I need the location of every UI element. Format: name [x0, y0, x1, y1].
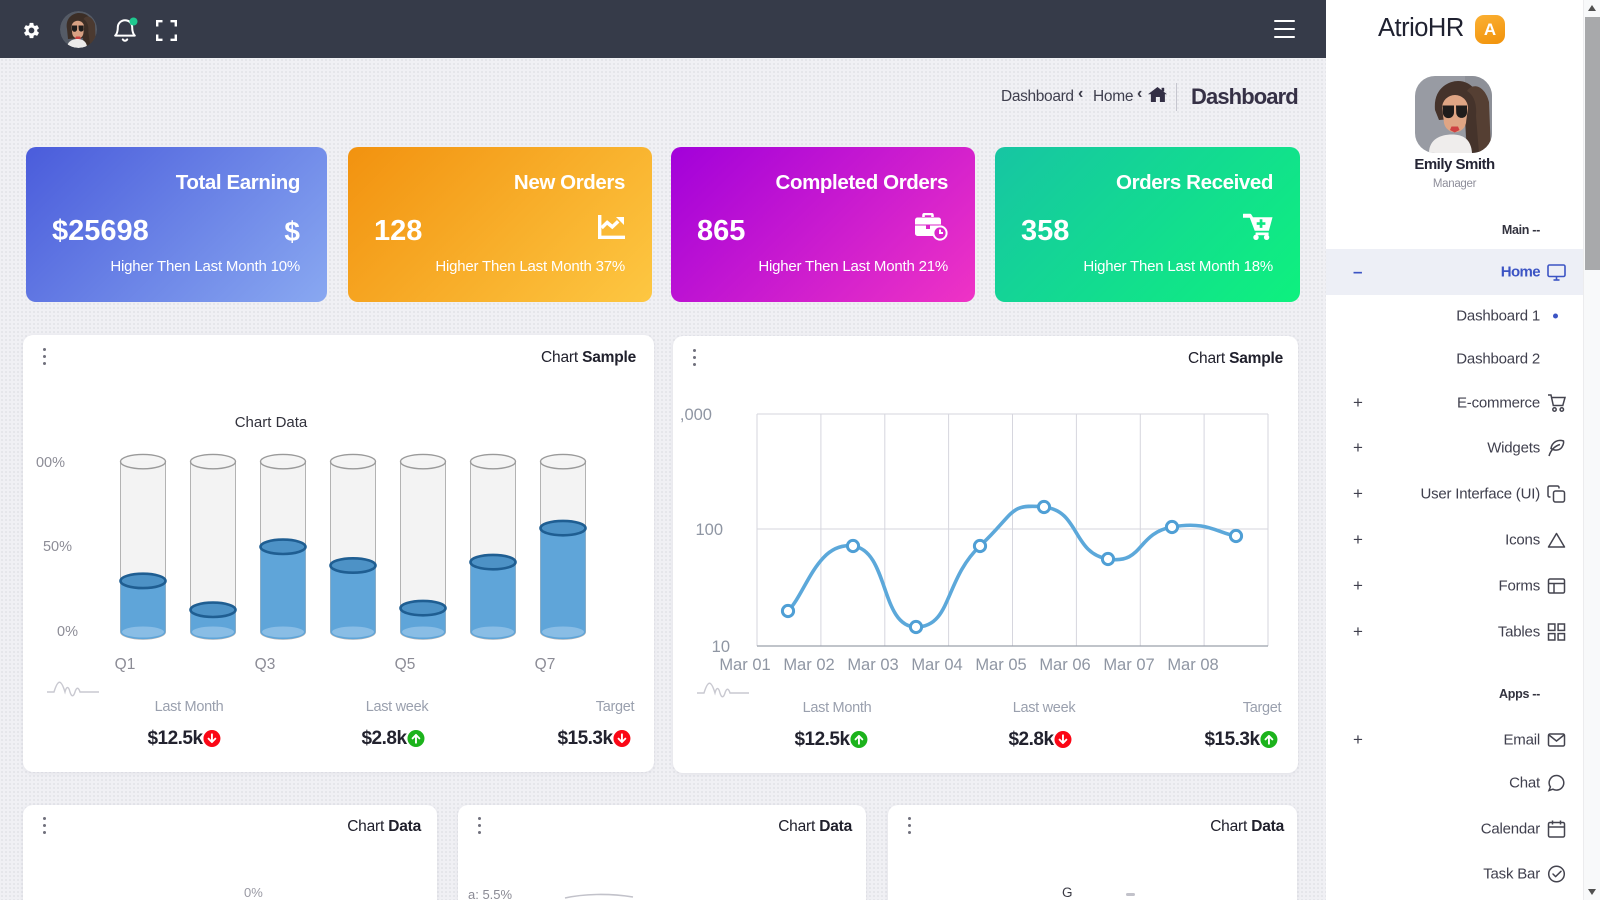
svg-text:Mar 01: Mar 01: [719, 656, 770, 674]
svg-text:00%: 00%: [36, 455, 65, 471]
svg-text:Q7: Q7: [535, 656, 556, 673]
svg-text:Mar 08: Mar 08: [1167, 656, 1218, 674]
svg-text:Mar 03: Mar 03: [847, 656, 898, 674]
svg-text:10: 10: [712, 638, 730, 656]
svg-text:Mar 05: Mar 05: [975, 656, 1026, 674]
svg-text:50%: 50%: [43, 539, 72, 555]
svg-text:,000: ,000: [680, 406, 712, 424]
svg-text:Q5: Q5: [395, 656, 416, 673]
svg-text:Mar 07: Mar 07: [1103, 656, 1154, 674]
svg-text:Chart Data: Chart Data: [235, 414, 308, 431]
svg-text:Q3: Q3: [255, 656, 276, 673]
svg-text:Mar 04: Mar 04: [911, 656, 962, 674]
svg-text:0%: 0%: [57, 624, 78, 640]
svg-text:Q1: Q1: [115, 656, 136, 673]
svg-text:Mar 06: Mar 06: [1039, 656, 1090, 674]
svg-text:Mar 02: Mar 02: [783, 656, 834, 674]
svg-text:100: 100: [695, 521, 723, 539]
